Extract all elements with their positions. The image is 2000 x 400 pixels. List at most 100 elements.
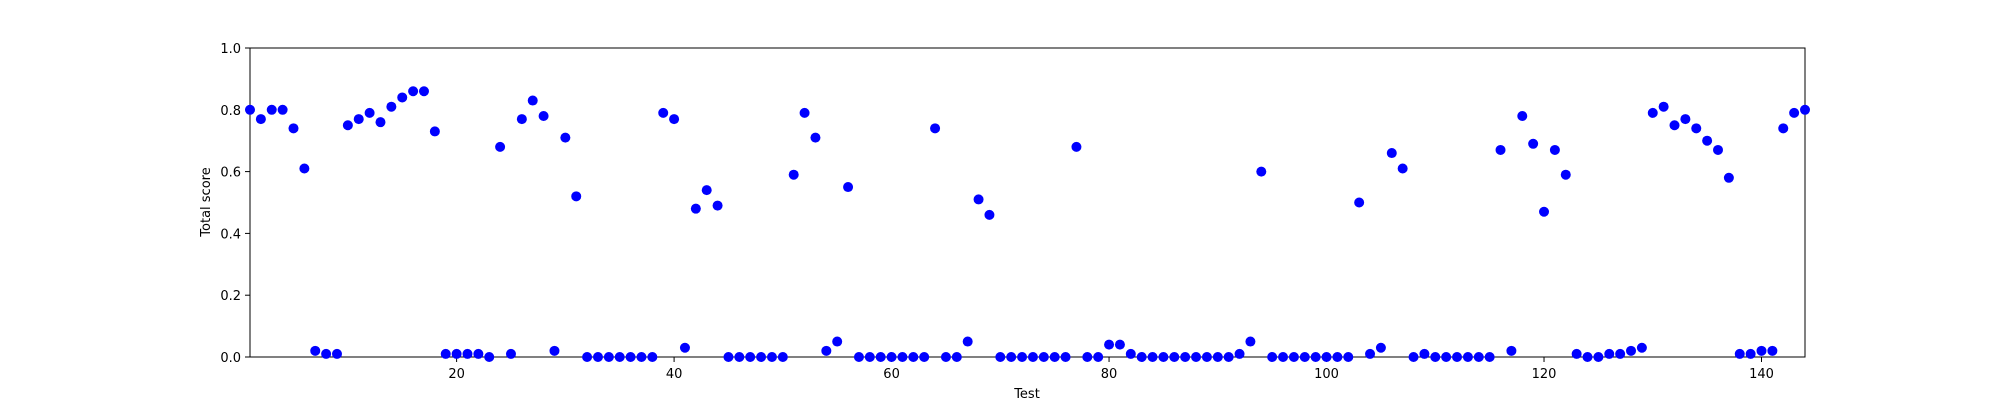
data-point (995, 352, 1006, 362)
data-point (592, 352, 603, 362)
data-point (1093, 352, 1104, 362)
data-point (255, 114, 266, 125)
data-point (321, 348, 332, 359)
data-point (1038, 352, 1049, 362)
y-tick-label: 0.8 (220, 104, 241, 119)
data-point (1343, 352, 1354, 362)
data-point (1441, 352, 1452, 362)
data-point (777, 352, 788, 362)
data-point (1267, 352, 1278, 362)
y-tick-label: 0.6 (220, 166, 241, 181)
data-points (245, 86, 1810, 362)
data-point (1604, 348, 1615, 359)
data-point (908, 352, 919, 362)
data-point (843, 182, 854, 193)
x-tick-label: 140 (1749, 367, 1774, 382)
x-tick-label: 40 (666, 367, 683, 382)
data-point (658, 107, 669, 118)
x-tick-label: 120 (1532, 367, 1557, 382)
y-tick-label: 0.4 (220, 227, 241, 242)
data-point (266, 104, 277, 115)
data-point (1691, 123, 1702, 134)
data-point (1180, 352, 1191, 362)
data-point (1713, 144, 1724, 155)
data-point (1800, 104, 1810, 115)
data-point (1473, 352, 1484, 362)
data-point (429, 126, 440, 137)
data-point (1278, 352, 1289, 362)
data-point (310, 345, 321, 356)
data-point (799, 107, 810, 118)
data-point (1745, 348, 1756, 359)
data-point (342, 120, 353, 131)
data-point (451, 348, 462, 359)
data-point (1615, 348, 1626, 359)
data-point (1299, 352, 1310, 362)
data-point (1027, 352, 1038, 362)
data-point (1212, 352, 1223, 362)
data-point (951, 352, 962, 362)
data-point (962, 336, 973, 347)
data-point (973, 194, 984, 205)
data-point (756, 352, 767, 362)
data-point (1397, 163, 1408, 174)
data-point (495, 141, 506, 152)
data-point (1191, 352, 1202, 362)
x-tick-label: 100 (1314, 367, 1339, 382)
data-point (1430, 352, 1441, 362)
data-point (1723, 172, 1734, 183)
data-point (1256, 166, 1267, 177)
data-point (1506, 345, 1517, 356)
data-point (1669, 120, 1680, 131)
x-tick-label: 80 (1101, 367, 1118, 382)
data-point (331, 348, 342, 359)
data-point (1245, 336, 1256, 347)
data-point (1560, 169, 1571, 180)
data-point (1658, 101, 1669, 112)
data-point (625, 352, 636, 362)
data-point (571, 191, 582, 202)
data-point (375, 117, 386, 128)
data-point (1082, 352, 1093, 362)
data-point (1756, 345, 1767, 356)
data-point (734, 352, 745, 362)
data-point (1375, 342, 1386, 353)
data-point (1223, 352, 1234, 362)
data-point (1354, 197, 1365, 208)
data-point (1549, 144, 1560, 155)
data-point (299, 163, 310, 174)
data-point (984, 209, 995, 220)
y-tick-label: 1.0 (220, 42, 241, 57)
data-point (1626, 345, 1637, 356)
data-point (1365, 348, 1376, 359)
data-point (1571, 348, 1582, 359)
data-point (1332, 352, 1343, 362)
data-point (1136, 352, 1147, 362)
data-point (1310, 352, 1321, 362)
x-tick-label: 20 (448, 367, 465, 382)
data-point (1060, 352, 1071, 362)
plot-area (249, 47, 1806, 358)
y-tick-label: 0.2 (220, 289, 241, 304)
data-point (1049, 352, 1060, 362)
data-point (1789, 107, 1800, 118)
data-point (1528, 138, 1539, 149)
data-point (1484, 352, 1495, 362)
data-point (408, 86, 419, 97)
data-point (1017, 352, 1028, 362)
data-point (582, 352, 593, 362)
data-point (245, 104, 255, 115)
data-point (386, 101, 397, 112)
data-point (603, 352, 614, 362)
data-point (1104, 339, 1115, 350)
data-point (701, 185, 712, 196)
data-point (1125, 348, 1136, 359)
data-point (886, 352, 897, 362)
data-point (647, 352, 658, 362)
data-point (1158, 352, 1169, 362)
data-point (745, 352, 756, 362)
data-point (1147, 352, 1158, 362)
data-point (1234, 348, 1245, 359)
data-point (1071, 141, 1082, 152)
data-point (1582, 352, 1593, 362)
